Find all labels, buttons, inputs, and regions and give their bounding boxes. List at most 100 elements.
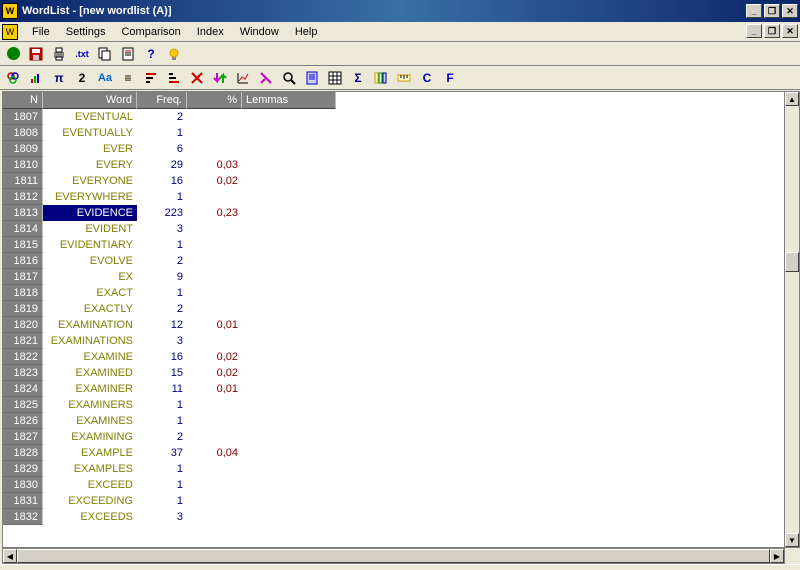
- table-row[interactable]: 1820EXAMINATION120,01: [3, 317, 784, 333]
- column-header-n[interactable]: N: [3, 92, 43, 109]
- cell-word[interactable]: EXAMINATIONS: [43, 333, 137, 349]
- start-icon[interactable]: [2, 43, 24, 65]
- table-row[interactable]: 1829EXAMPLES1: [3, 461, 784, 477]
- sort2-icon[interactable]: [163, 67, 185, 89]
- cell-word[interactable]: EVERY: [43, 157, 137, 173]
- cell-word[interactable]: EVIDENTIARY: [43, 237, 137, 253]
- cell-word[interactable]: EXAMPLES: [43, 461, 137, 477]
- txt-icon[interactable]: .txt: [71, 43, 93, 65]
- table-row[interactable]: 1815EVIDENTIARY1: [3, 237, 784, 253]
- table-row[interactable]: 1824EXAMINER110,01: [3, 381, 784, 397]
- cell-word[interactable]: EXAMINING: [43, 429, 137, 445]
- plot-icon[interactable]: [232, 67, 254, 89]
- cell-word[interactable]: EXACT: [43, 285, 137, 301]
- column-header-word[interactable]: Word: [43, 92, 137, 109]
- cell-word[interactable]: EVER: [43, 141, 137, 157]
- lines-icon[interactable]: ≡: [117, 67, 139, 89]
- cell-word[interactable]: EXAMPLE: [43, 445, 137, 461]
- minimize-button[interactable]: _: [746, 4, 762, 18]
- table-row[interactable]: 1809EVER6: [3, 141, 784, 157]
- table-row[interactable]: 1830EXCEED1: [3, 477, 784, 493]
- table-row[interactable]: 1810EVERY290,03: [3, 157, 784, 173]
- table-row[interactable]: 1814EVIDENT3: [3, 221, 784, 237]
- print-icon[interactable]: [48, 43, 70, 65]
- table-row[interactable]: 1819EXACTLY2: [3, 301, 784, 317]
- cell-word[interactable]: EX: [43, 269, 137, 285]
- cell-word[interactable]: EXACTLY: [43, 301, 137, 317]
- scroll-right-button[interactable]: ▶: [770, 549, 784, 563]
- delete-icon[interactable]: [186, 67, 208, 89]
- cell-word[interactable]: EVENTUALLY: [43, 125, 137, 141]
- table-row[interactable]: 1823EXAMINED150,02: [3, 365, 784, 381]
- cell-word[interactable]: EVIDENCE: [43, 205, 137, 221]
- save-icon[interactable]: [25, 43, 47, 65]
- stats-icon[interactable]: [25, 67, 47, 89]
- cell-word[interactable]: EVERYONE: [43, 173, 137, 189]
- mdi-maximize-button[interactable]: ❐: [764, 24, 780, 38]
- menu-file[interactable]: File: [24, 24, 58, 40]
- rings-icon[interactable]: [2, 67, 24, 89]
- close-button[interactable]: ✕: [782, 4, 798, 18]
- bulb-icon[interactable]: [163, 43, 185, 65]
- table-row[interactable]: 1821EXAMINATIONS3: [3, 333, 784, 349]
- cell-word[interactable]: EXAMINES: [43, 413, 137, 429]
- aa-icon[interactable]: Aa: [94, 67, 116, 89]
- cell-word[interactable]: EXAMINED: [43, 365, 137, 381]
- cols-icon[interactable]: [370, 67, 392, 89]
- table-row[interactable]: 1827EXAMINING2: [3, 429, 784, 445]
- horizontal-scrollbar[interactable]: ◀ ▶: [2, 548, 785, 564]
- cell-word[interactable]: EXCEEDS: [43, 509, 137, 525]
- help-icon[interactable]: ?: [140, 43, 162, 65]
- table-row[interactable]: 1811EVERYONE160,02: [3, 173, 784, 189]
- sigma-icon[interactable]: Σ: [347, 67, 369, 89]
- sortdn-icon[interactable]: [209, 67, 231, 89]
- table-row[interactable]: 1818EXACT1: [3, 285, 784, 301]
- table-row[interactable]: 1808EVENTUALLY1: [3, 125, 784, 141]
- c-icon[interactable]: C: [416, 67, 438, 89]
- menu-settings[interactable]: Settings: [58, 24, 114, 40]
- table-row[interactable]: 1831EXCEEDING1: [3, 493, 784, 509]
- table-row[interactable]: 1807EVENTUAL2: [3, 109, 784, 125]
- table-row[interactable]: 1817EX9: [3, 269, 784, 285]
- column-header-lemmas[interactable]: Lemmas: [242, 92, 336, 109]
- scroll-up-button[interactable]: ▲: [785, 92, 799, 106]
- cell-word[interactable]: EVENTUAL: [43, 109, 137, 125]
- maximize-button[interactable]: ❐: [764, 4, 780, 18]
- table-row[interactable]: 1826EXAMINES1: [3, 413, 784, 429]
- cell-word[interactable]: EVIDENT: [43, 221, 137, 237]
- cell-word[interactable]: EXAMINE: [43, 349, 137, 365]
- ruler-icon[interactable]: [393, 67, 415, 89]
- copy-icon[interactable]: [94, 43, 116, 65]
- cell-word[interactable]: EXAMINER: [43, 381, 137, 397]
- table-row[interactable]: 1832EXCEEDS3: [3, 509, 784, 525]
- mdi-close-button[interactable]: ✕: [782, 24, 798, 38]
- mdi-minimize-button[interactable]: _: [746, 24, 762, 38]
- menu-window[interactable]: Window: [232, 24, 287, 40]
- sheet-icon[interactable]: [324, 67, 346, 89]
- table-row[interactable]: 1828EXAMPLE370,04: [3, 445, 784, 461]
- column-header-[interactable]: %: [187, 92, 242, 109]
- cell-word[interactable]: EVERYWHERE: [43, 189, 137, 205]
- pi-icon[interactable]: π: [48, 67, 70, 89]
- scroll-left-button[interactable]: ◀: [3, 549, 17, 563]
- cell-word[interactable]: EXAMINATION: [43, 317, 137, 333]
- mark-icon[interactable]: [255, 67, 277, 89]
- column-header-freq[interactable]: Freq.: [137, 92, 187, 109]
- doc-icon[interactable]: [301, 67, 323, 89]
- table-row[interactable]: 1816EVOLVE2: [3, 253, 784, 269]
- sort1-icon[interactable]: [140, 67, 162, 89]
- hscroll-thumb[interactable]: [17, 549, 770, 563]
- cell-word[interactable]: EXAMINERS: [43, 397, 137, 413]
- cell-word[interactable]: EXCEED: [43, 477, 137, 493]
- table-row[interactable]: 1825EXAMINERS1: [3, 397, 784, 413]
- scroll-down-button[interactable]: ▼: [785, 533, 799, 547]
- cell-word[interactable]: EVOLVE: [43, 253, 137, 269]
- menu-help[interactable]: Help: [287, 24, 326, 40]
- zoom-icon[interactable]: [278, 67, 300, 89]
- scroll-thumb[interactable]: [785, 252, 799, 272]
- notes-icon[interactable]: [117, 43, 139, 65]
- vertical-scrollbar[interactable]: ▲ ▼: [784, 91, 800, 548]
- cell-word[interactable]: EXCEEDING: [43, 493, 137, 509]
- table-row[interactable]: 1812EVERYWHERE1: [3, 189, 784, 205]
- table-row[interactable]: 1822EXAMINE160,02: [3, 349, 784, 365]
